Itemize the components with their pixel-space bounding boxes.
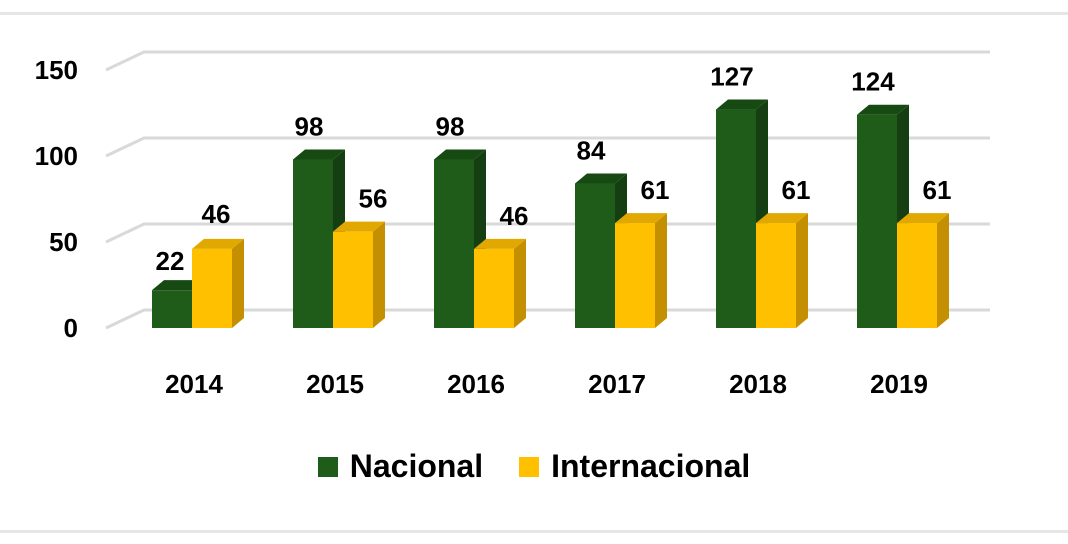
top-border	[0, 12, 1068, 15]
gridline	[105, 50, 990, 72]
data-label-internacional-2016: 46	[500, 201, 529, 231]
data-label-internacional-2014: 46	[202, 199, 231, 229]
data-label-internacional-2019: 61	[923, 175, 952, 205]
data-label-nacional-2017: 84	[577, 136, 606, 166]
bar-internacional-2016	[474, 238, 526, 328]
legend-swatch-internacional	[519, 456, 540, 477]
legend-item-internacional: Internacional	[519, 448, 750, 485]
gridline	[105, 222, 990, 244]
legend-label-internacional: Internacional	[551, 448, 751, 484]
y-tick-label: 100	[35, 141, 78, 171]
data-label-internacional-2015: 56	[359, 184, 388, 214]
y-tick-label: 150	[35, 55, 78, 85]
x-tick-label: 2019	[870, 369, 928, 399]
legend-item-nacional: Nacional	[317, 448, 484, 485]
x-tick-label: 2014	[165, 369, 223, 399]
data-label-nacional-2018: 127	[710, 62, 753, 92]
bar-internacional-2017	[615, 213, 667, 328]
y-axis-ticks: 0 50 100 150	[35, 55, 78, 343]
bar-internacional-2019	[897, 213, 949, 328]
x-tick-label: 2018	[729, 369, 787, 399]
data-label-internacional-2017: 61	[641, 175, 670, 205]
data-labels: 22 46 98 56 98 46 84 61 127 61 124 61	[156, 62, 952, 277]
gridlines	[105, 50, 990, 330]
data-label-internacional-2018: 61	[782, 175, 811, 205]
data-label-nacional-2014: 22	[156, 246, 185, 276]
x-tick-label: 2016	[447, 369, 505, 399]
y-tick-label: 0	[64, 313, 78, 343]
bars	[152, 99, 949, 328]
gridline	[105, 136, 990, 158]
legend: Nacional Internacional	[0, 448, 1068, 485]
legend-label-nacional: Nacional	[349, 448, 484, 484]
bottom-border	[0, 530, 1068, 533]
bar-internacional-2014	[192, 238, 244, 328]
gridline	[105, 308, 990, 330]
x-tick-label: 2015	[306, 369, 364, 399]
x-axis-ticks: 2014 2015 2016 2017 2018 2019	[165, 369, 928, 399]
data-label-nacional-2019: 124	[851, 67, 895, 97]
x-tick-label: 2017	[588, 369, 646, 399]
data-label-nacional-2015: 98	[295, 111, 324, 141]
chart-plot: 0 50 100 150 22 46 98 56 98 46 84 61 127 61 124 61 201…	[35, 50, 990, 399]
bar-internacional-2015	[333, 221, 385, 328]
y-tick-label: 50	[49, 227, 78, 257]
data-label-nacional-2016: 98	[436, 111, 465, 141]
legend-swatch-nacional	[317, 456, 338, 477]
bar-internacional-2018	[756, 213, 808, 328]
